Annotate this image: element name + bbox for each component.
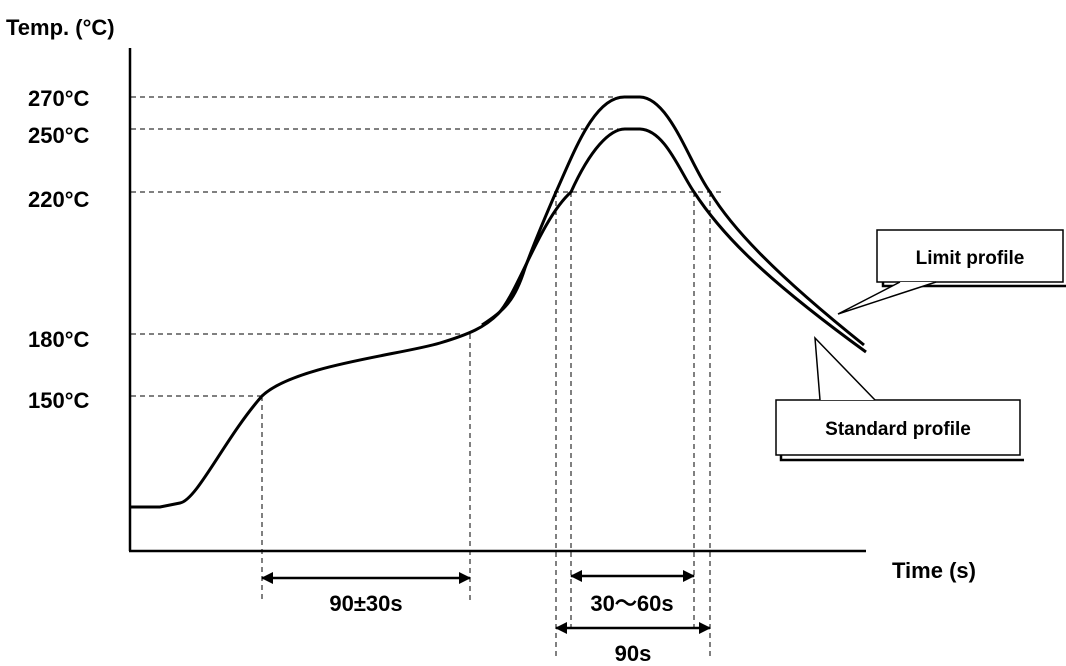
y-tick-label-220: 220°C [28, 187, 90, 212]
standard-callout-pointer [814, 335, 876, 401]
vertical-reference-lines [261, 192, 711, 660]
standard-profile-callout: Standard profile [775, 335, 1024, 462]
x-axis-title: Time (s) [892, 558, 976, 583]
limit-callout-text: Limit profile [916, 248, 1025, 269]
interval-label-90-30s: 90±30s [329, 591, 402, 616]
limit-profile-curve [481, 95, 865, 347]
limit-callout-pointer [837, 281, 937, 315]
horizontal-reference-lines [131, 96, 724, 397]
standard-callout-box [775, 399, 1021, 456]
standard-profile-curve [131, 127, 867, 509]
y-axis-title: Temp. (°C) [6, 15, 115, 40]
y-tick-label-250: 250°C [28, 123, 90, 148]
interval-label-90s: 90s [615, 641, 652, 666]
y-tick-label-270: 270°C [28, 86, 90, 111]
interval-label-30-60s: 30～60s [590, 591, 673, 616]
y-tick-label-150: 150°C [28, 388, 90, 413]
limit-profile-callout: Limit profile [837, 229, 1066, 315]
y-tick-label-180: 180°C [28, 327, 90, 352]
limit-callout-box [876, 229, 1064, 283]
standard-callout-text: Standard profile [825, 419, 971, 440]
